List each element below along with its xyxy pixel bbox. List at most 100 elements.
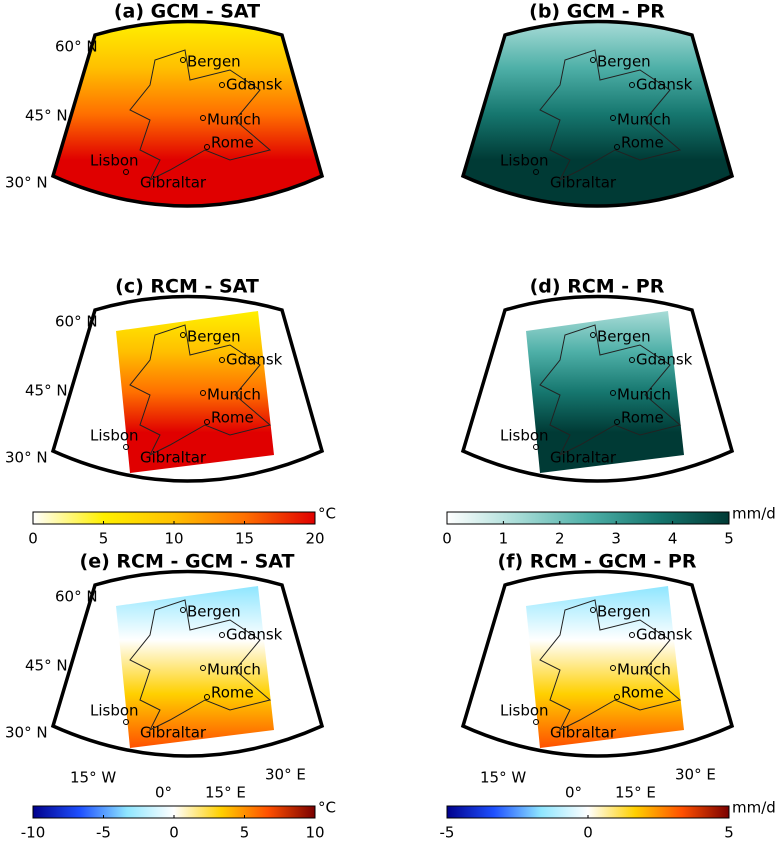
city-marker <box>629 357 635 363</box>
city-label: Gdansk <box>226 76 283 94</box>
panel-title: (c) RCM - SAT <box>115 276 259 298</box>
coastline <box>129 324 272 457</box>
map-frame <box>50 569 325 758</box>
city-label: Munich <box>207 386 261 404</box>
colorbar-tick-label: 0 <box>442 530 452 548</box>
city-label: Munich <box>617 661 671 679</box>
city-marker <box>590 332 596 338</box>
panel-title: (a) GCM - SAT <box>114 1 260 23</box>
city-label: Gdansk <box>636 351 693 369</box>
colorbar-unit: mm/d <box>732 799 776 817</box>
colorbar-tick-label: 5 <box>724 530 734 548</box>
field <box>53 21 322 206</box>
city-marker <box>533 719 539 725</box>
lat-label: 45° N <box>25 107 68 125</box>
lat-label: 60° N <box>55 313 98 331</box>
colorbar-tick-label: 0 <box>28 530 38 548</box>
city-label: Bergen <box>187 328 241 346</box>
city-marker <box>180 332 186 338</box>
city-label: Bergen <box>597 328 651 346</box>
city-label: Gdansk <box>636 76 693 94</box>
city-marker <box>629 632 635 638</box>
map-frame <box>460 19 735 208</box>
city-marker <box>610 665 616 671</box>
city-label: Bergen <box>187 603 241 621</box>
map-panel: (e) RCM - GCM - SAT Bergen Gdansk Munich Rom… <box>5 551 325 758</box>
panel-title: (e) RCM - GCM - SAT <box>80 551 295 573</box>
city-marker <box>204 144 210 150</box>
lon-label: 15° W <box>480 769 526 787</box>
city-label: Gibraltar <box>550 174 617 192</box>
city-marker <box>590 57 596 63</box>
city-label: Lisbon <box>90 702 139 720</box>
city-marker <box>123 444 129 450</box>
city-label: Lisbon <box>500 702 549 720</box>
city-marker <box>614 144 620 150</box>
city-label: Rome <box>621 409 664 427</box>
city-label: Lisbon <box>90 152 139 170</box>
city-label: Lisbon <box>90 427 139 445</box>
lat-label: 60° N <box>55 38 98 56</box>
city-label: Gdansk <box>636 626 693 644</box>
map-panel: (a) GCM - SAT Bergen Gdansk Munich Rome Lisbo… <box>5 1 325 208</box>
lat-label: 30° N <box>5 174 48 192</box>
city-marker <box>200 665 206 671</box>
coastline <box>129 49 272 182</box>
colorbar-tick-label: 0 <box>169 824 179 842</box>
coastline <box>539 49 682 182</box>
city-marker <box>200 390 206 396</box>
colorbar-tick-label: 0 <box>583 824 593 842</box>
lon-label: 30° E <box>675 766 716 784</box>
map-panel: (b) GCM - PR Bergen Gdansk Munich Rome Lisbon… <box>460 1 735 208</box>
city-label: Lisbon <box>500 152 549 170</box>
city-marker <box>219 632 225 638</box>
lat-label: 30° N <box>5 724 48 742</box>
city-label: Rome <box>621 134 664 152</box>
lon-label: 0° <box>565 784 582 802</box>
city-label: Rome <box>211 409 254 427</box>
city-marker <box>614 419 620 425</box>
colorbar-unit: mm/d <box>732 505 776 523</box>
colorbar-tick-label: 2 <box>555 530 565 548</box>
city-label: Munich <box>617 111 671 129</box>
lon-label: 30° E <box>265 766 306 784</box>
colorbar-tick-label: 5 <box>240 824 250 842</box>
field <box>463 21 732 206</box>
city-marker <box>123 719 129 725</box>
map-frame <box>460 569 735 758</box>
city-label: Bergen <box>597 603 651 621</box>
colorbar-tick-label: 4 <box>668 530 678 548</box>
colorbar-tick-label: 5 <box>99 530 109 548</box>
colorbar-tick-label: 3 <box>611 530 621 548</box>
colorbar-tick-label: 1 <box>499 530 509 548</box>
colorbar-tick-label: -10 <box>21 824 46 842</box>
lat-label: 45° N <box>25 657 68 675</box>
colorbar-tick-label: 5 <box>724 824 734 842</box>
panel-title: (b) GCM - PR <box>529 1 665 23</box>
city-marker <box>614 694 620 700</box>
map-frame <box>460 294 735 483</box>
lon-label: 0° <box>155 784 172 802</box>
lon-label: 15° E <box>615 784 656 802</box>
coastline <box>539 599 682 732</box>
city-label: Lisbon <box>500 427 549 445</box>
colorbar-tick-label: 20 <box>305 530 324 548</box>
city-label: Rome <box>621 684 664 702</box>
map-frame <box>50 294 325 483</box>
city-marker <box>204 694 210 700</box>
coastline <box>129 599 272 732</box>
city-label: Rome <box>211 684 254 702</box>
city-marker <box>590 607 596 613</box>
city-marker <box>123 169 129 175</box>
city-label: Gibraltar <box>550 724 617 742</box>
city-label: Gibraltar <box>140 724 207 742</box>
city-marker <box>610 115 616 121</box>
colorbar-tick-label: -5 <box>96 824 111 842</box>
colorbar-tick-label: -5 <box>440 824 455 842</box>
city-marker <box>219 357 225 363</box>
colorbar-tick-label: 10 <box>305 824 324 842</box>
city-marker <box>180 607 186 613</box>
city-label: Rome <box>211 134 254 152</box>
colorbar-unit: °C <box>318 799 336 817</box>
city-label: Munich <box>207 661 261 679</box>
